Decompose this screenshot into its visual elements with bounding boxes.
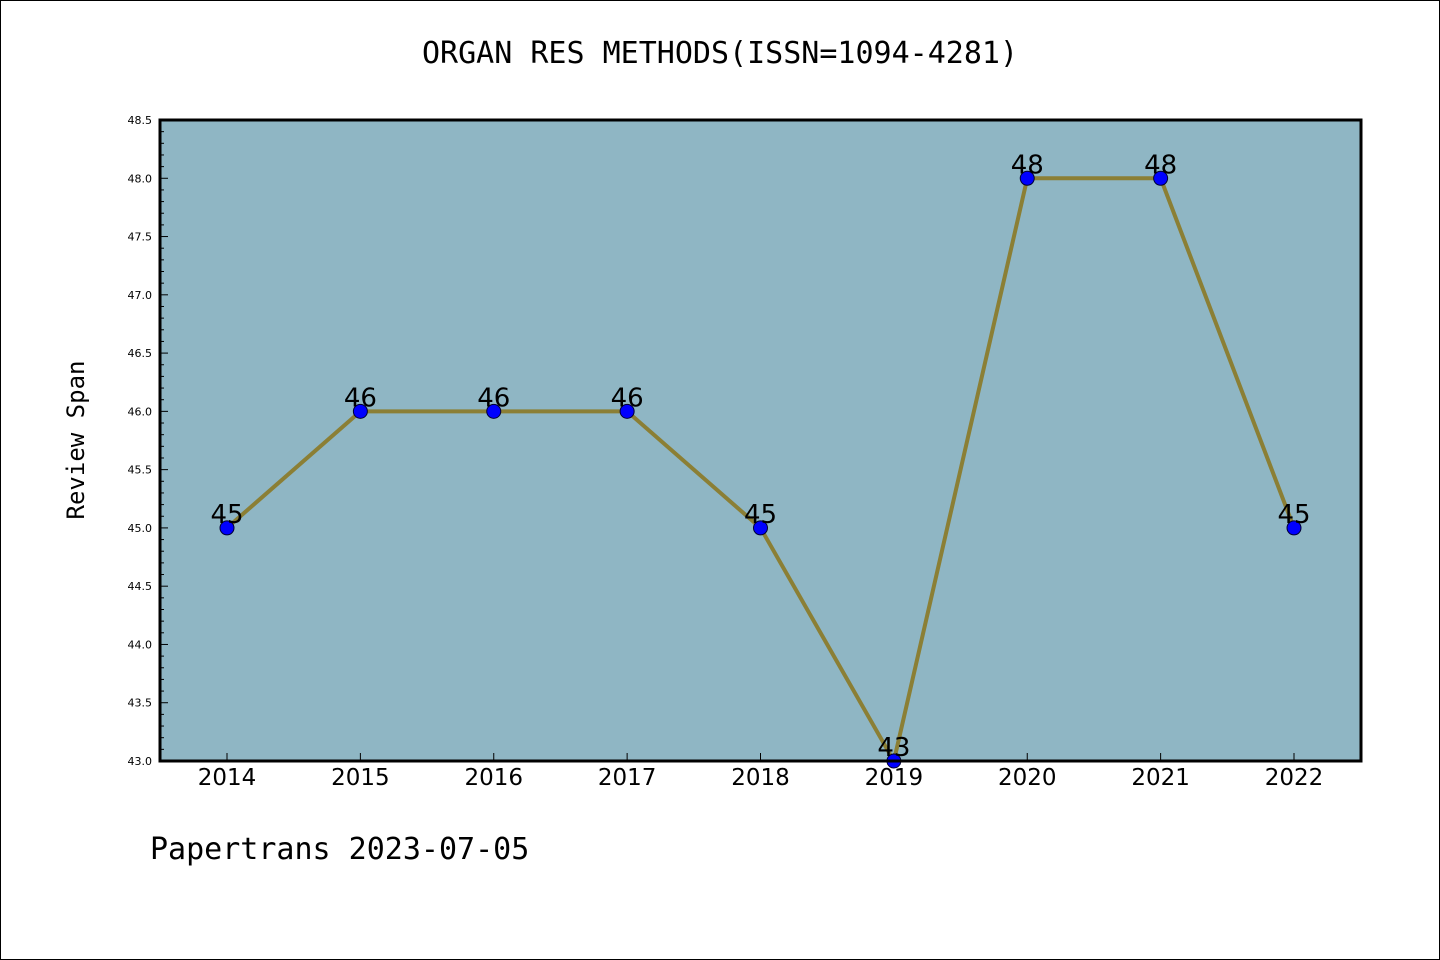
- data-point: [1286, 520, 1302, 536]
- plot-frame: [158, 118, 1363, 763]
- y-tick-label: 45.5: [128, 464, 153, 477]
- data-label: 45: [1277, 500, 1310, 530]
- plot-area: [160, 120, 1361, 761]
- y-tick-label: 47.0: [128, 289, 153, 302]
- y-tick-label: 45.0: [128, 522, 153, 535]
- data-point: [219, 520, 235, 536]
- y-tick-label: 44.5: [128, 580, 153, 593]
- data-label: 46: [344, 383, 377, 413]
- data-label: 48: [1011, 150, 1044, 180]
- data-point: [352, 403, 368, 419]
- x-tick-label: 2017: [598, 765, 657, 791]
- x-tick-label: 2016: [464, 765, 523, 791]
- x-tick-label: 2018: [731, 765, 790, 791]
- footer-text: Papertrans 2023-07-05: [150, 832, 530, 867]
- x-tick-label: 2022: [1265, 765, 1324, 791]
- data-label: 45: [744, 500, 777, 530]
- y-tick-label: 43.5: [128, 697, 153, 710]
- y-tick-label: 44.0: [128, 638, 153, 651]
- y-tick-label: 48.5: [128, 114, 153, 127]
- data-label: 46: [477, 383, 510, 413]
- x-tick-label: 2019: [865, 765, 924, 791]
- data-point: [1153, 170, 1169, 186]
- y-tick-label: 46.0: [128, 405, 153, 418]
- x-tick-label: 2021: [1131, 765, 1190, 791]
- data-point: [619, 403, 635, 419]
- data-point: [1019, 170, 1035, 186]
- x-tick-label: 2020: [998, 765, 1057, 791]
- x-tick-label: 2014: [198, 765, 257, 791]
- y-tick-label: 47.5: [128, 231, 153, 244]
- data-point: [753, 520, 768, 536]
- data-point: [486, 403, 502, 419]
- y-tick-label: 43.0: [128, 755, 153, 768]
- y-tick-label: 46.5: [128, 347, 153, 360]
- x-tick-label: 2015: [331, 765, 390, 791]
- chart-title: ORGAN RES METHODS(ISSN=1094-4281): [421, 36, 1019, 71]
- data-label: 46: [611, 383, 644, 413]
- data-label: 45: [210, 500, 243, 530]
- data-label: 48: [1144, 150, 1177, 180]
- data-label: 43: [877, 733, 910, 763]
- y-tick-label: 48.0: [128, 172, 153, 185]
